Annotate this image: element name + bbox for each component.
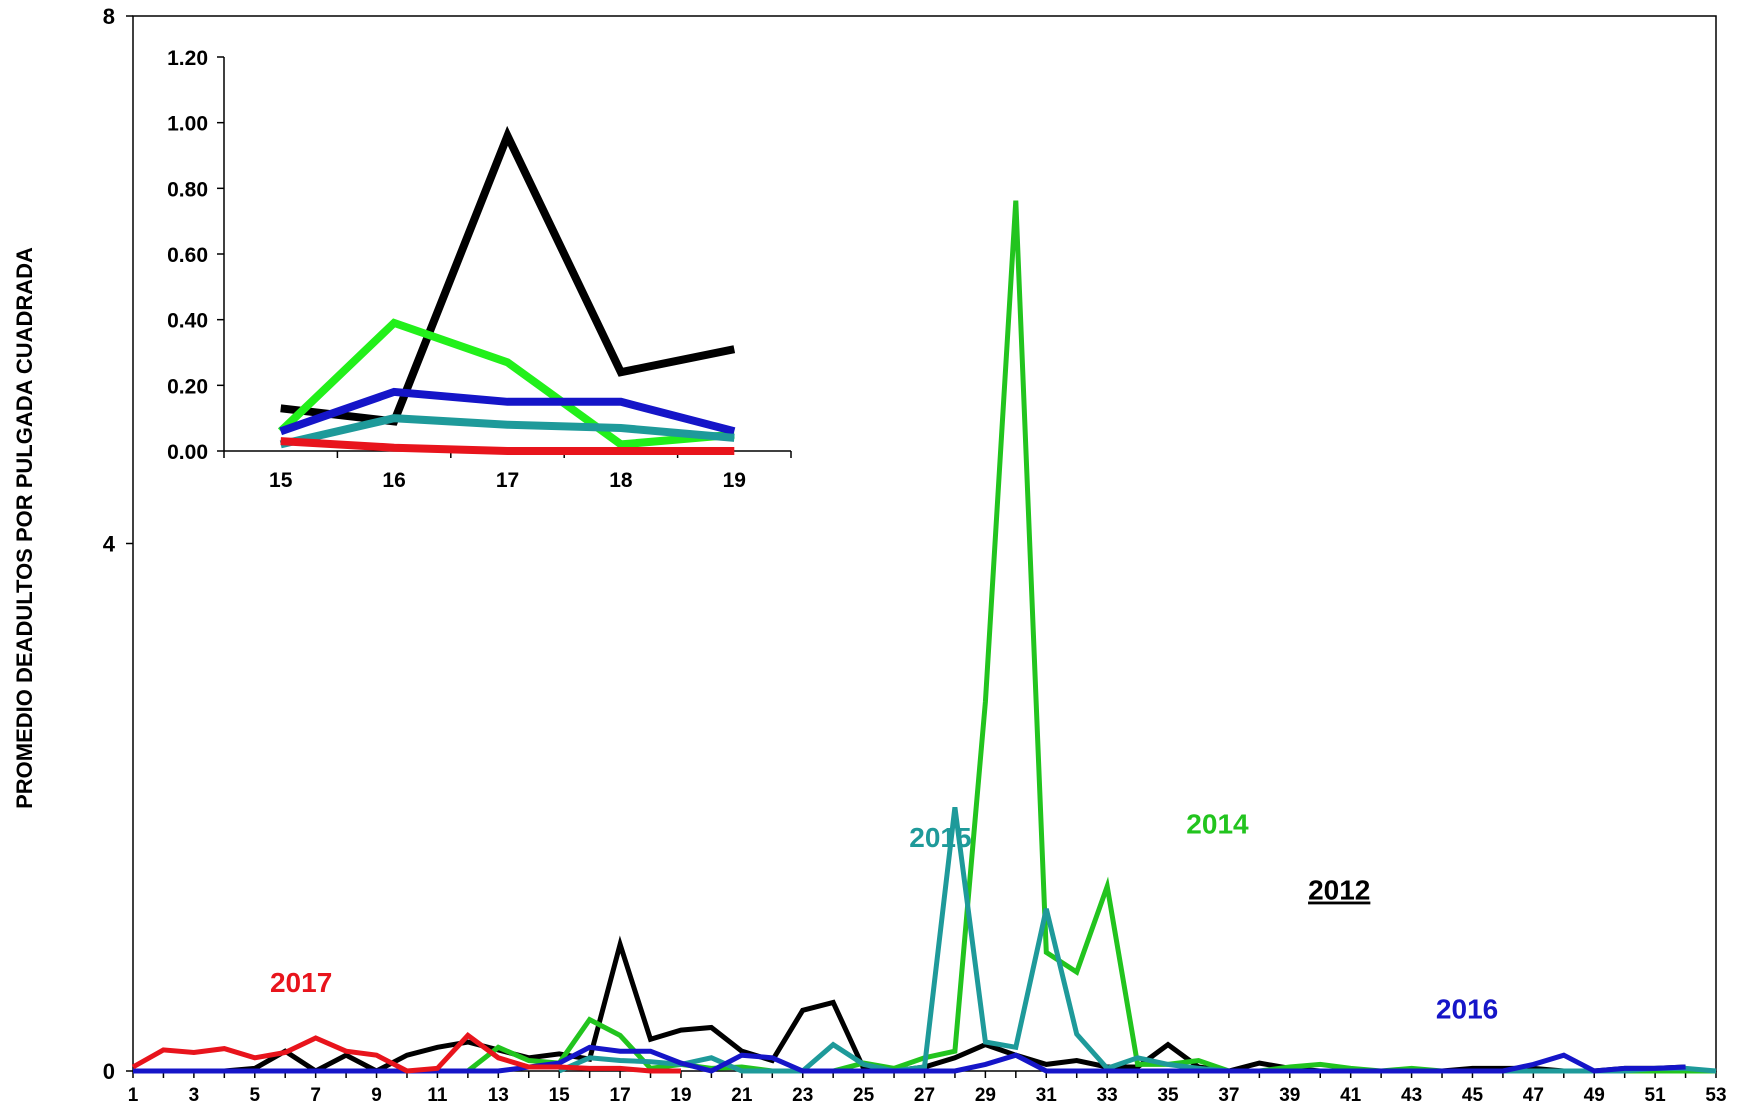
inset-x-tick-label: 19: [723, 469, 746, 492]
annotation-2015: 2015: [909, 822, 971, 853]
x-tick-label: 49: [1584, 1085, 1605, 1106]
series-line-2017: [131, 1032, 681, 1074]
annotation-2016: 2016: [1436, 993, 1498, 1024]
inset-series-line-2016: [279, 387, 736, 436]
inset-x-tick-label: 16: [382, 469, 405, 492]
series-line-2015: [558, 806, 1717, 1074]
main-annotations: 2017 2015 2014 2012 2016: [270, 809, 1498, 1025]
x-tick-label: 33: [1097, 1085, 1118, 1106]
main-series: [131, 200, 1717, 1074]
x-tick-label: 3: [189, 1085, 200, 1106]
inset-series-line-2012: [280, 125, 736, 426]
x-tick-label: 13: [488, 1085, 509, 1106]
inset-series: [277, 125, 736, 455]
series-line-2014: [466, 200, 1716, 1074]
x-tick-label: 53: [1705, 1085, 1726, 1106]
y-axis-label: PROMEDIO DEADULTOS POR PULGADA CUADRADA: [12, 247, 37, 809]
inset-series-line-2014: [277, 318, 735, 449]
x-tick-label: 19: [670, 1085, 691, 1106]
x-tick-label: 47: [1523, 1085, 1544, 1106]
x-tick-label: 39: [1279, 1085, 1300, 1106]
x-tick-label: 15: [549, 1085, 571, 1106]
x-tick-label: 43: [1401, 1085, 1422, 1106]
y-tick-label: 4: [103, 532, 116, 557]
x-tick-label: 41: [1340, 1085, 1362, 1106]
x-tick-label: 23: [792, 1085, 813, 1106]
inset-y-tick-label: 1.00: [167, 113, 208, 136]
x-tick-label: 5: [249, 1085, 260, 1106]
inset-y-tick-label: 0.20: [167, 375, 208, 398]
inset-y-tick-label: 0.60: [167, 244, 208, 267]
annotation-2014: 2014: [1186, 809, 1249, 840]
annotation-2012: 2012: [1308, 875, 1370, 906]
x-tick-label: 27: [914, 1085, 935, 1106]
inset-x-tick-label: 15: [269, 469, 293, 492]
series-line-2016: [133, 1044, 1686, 1074]
inset-series-line-2015: [279, 414, 735, 449]
x-tick-label: 7: [310, 1085, 321, 1106]
x-tick-label: 1: [128, 1085, 139, 1106]
inset-y-tick-label: 0.00: [167, 441, 208, 464]
x-tick-label: 9: [371, 1085, 382, 1106]
y-tick-label: 0: [103, 1059, 115, 1084]
x-tick-label: 31: [1036, 1085, 1058, 1106]
x-tick-label: 11: [427, 1085, 448, 1106]
inset-series-line-2017: [280, 437, 735, 455]
annotation-2017: 2017: [270, 967, 332, 998]
x-tick-label: 37: [1218, 1085, 1239, 1106]
x-tick-label: 17: [610, 1085, 631, 1106]
inset-y-tick-label: 0.80: [167, 178, 208, 201]
inset-x-tick-label: 17: [496, 469, 519, 492]
x-tick-label: 21: [731, 1085, 753, 1106]
x-tick-label: 45: [1462, 1085, 1484, 1106]
inset-x-tick-label: 18: [609, 469, 633, 492]
x-tick-label: 35: [1157, 1085, 1179, 1106]
inset-chart: 0.00 0.20 0.40 0.60 0.80 1.00 1.20 15 16 17 18 19: [167, 47, 792, 492]
plot-frame: [132, 15, 1717, 1072]
inset-y-tick-label: 0.40: [167, 310, 208, 333]
x-tick-label: 25: [853, 1085, 875, 1106]
inset-y-tick-label: 1.20: [167, 47, 208, 70]
x-tick-label: 51: [1645, 1085, 1667, 1106]
x-tick-label: 29: [975, 1085, 996, 1106]
y-tick-label: 8: [103, 4, 115, 29]
